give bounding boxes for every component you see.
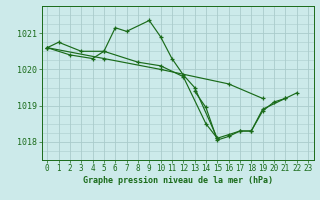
X-axis label: Graphe pression niveau de la mer (hPa): Graphe pression niveau de la mer (hPa) — [83, 176, 273, 185]
